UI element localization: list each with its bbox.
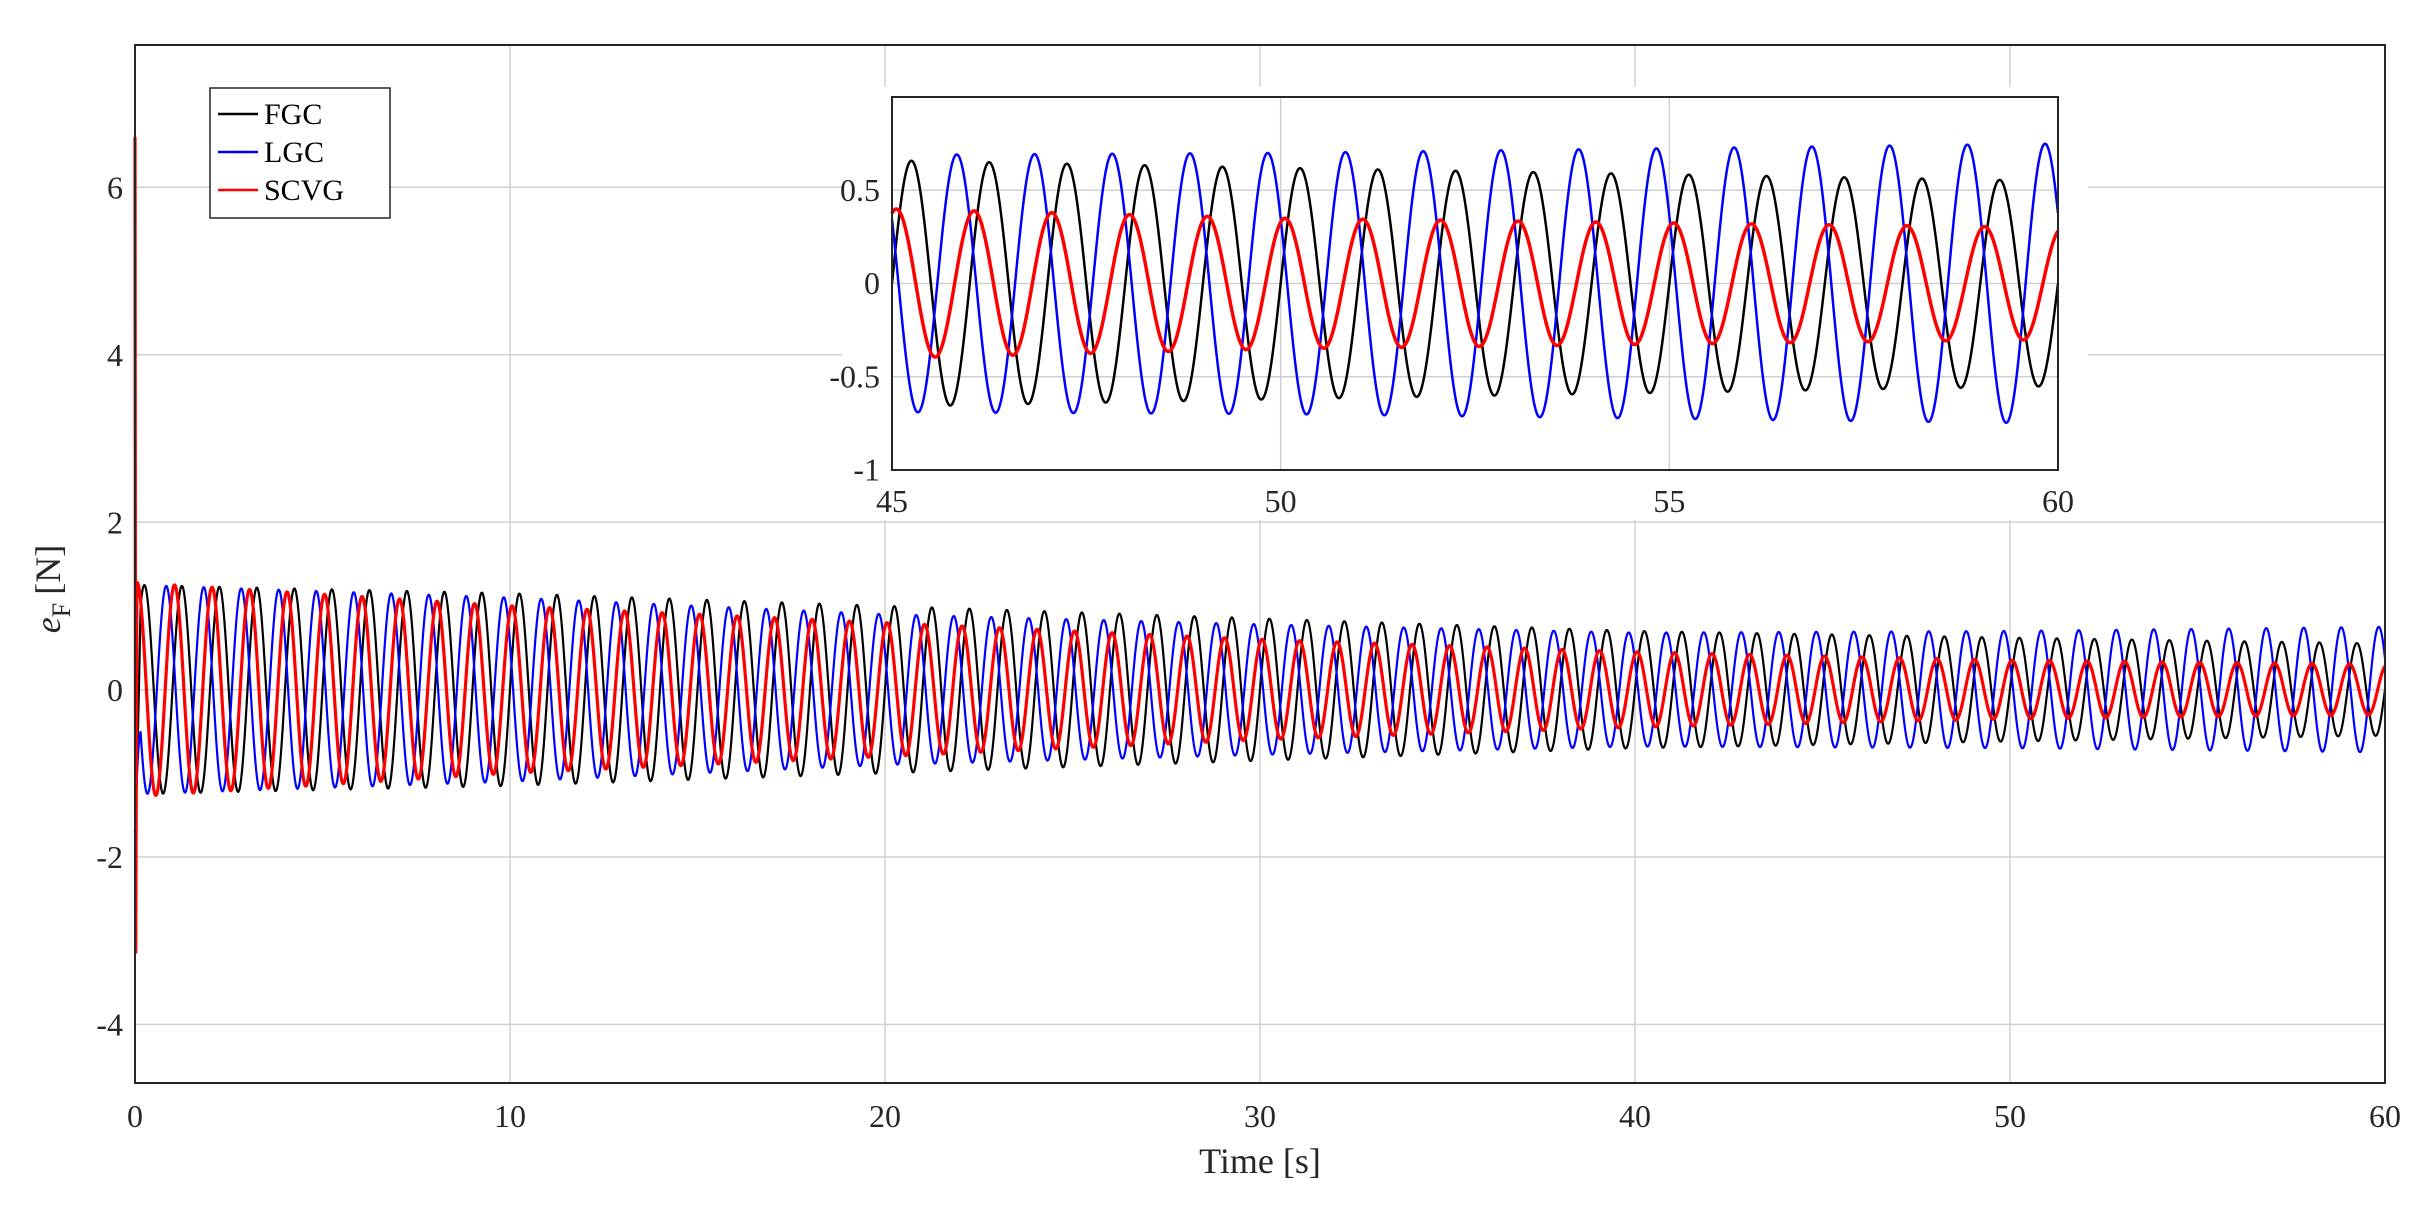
main-y-tick-label: -4 [96,1007,123,1043]
main-y-tick-label: 0 [107,672,123,708]
main-y-tick-label: 4 [107,337,123,373]
inset-x-tick-label: 55 [1653,483,1685,519]
main-series-fgc-line [133,584,2387,832]
inset-plot-frame [891,96,2059,471]
legend-label-fgc: FGC [264,98,322,131]
legend-label-lgc: LGC [264,136,324,169]
inset-y-tick-label: -0.5 [829,358,880,394]
y-axis-label-unit: [N] [28,545,68,595]
inset-y-tick-label: 0 [864,265,880,301]
main-y-tick-label: 2 [107,504,123,540]
legend: FGC LGC SCVG [209,87,391,219]
inset-tick-labels: 45 50 55 60 -1 -0.5 0 0.5 [829,172,2074,519]
main-x-tick-label: 10 [494,1098,526,1134]
inset-y-tick-label: -1 [853,452,880,488]
inset-x-tick-label: 60 [2042,483,2074,519]
main-plot: 0 10 20 30 40 50 60 -4 -2 0 2 4 6 Time [s] eF [N] [28,44,2401,1181]
inset-x-tick-label: 45 [876,483,908,519]
main-y-tick-label: -2 [96,839,123,875]
main-y-tick-label: 6 [107,170,123,206]
inset-series-fgc-line [890,159,2060,407]
main-x-tick-label: 50 [1994,1098,2026,1134]
main-plot-frame [134,44,2386,1084]
main-x-tick-label: 40 [1619,1098,1651,1134]
main-x-tick-label: 30 [1244,1098,1276,1134]
y-axis-label-symbol: e [28,617,68,633]
main-tick-labels: 0 10 20 30 40 50 60 -4 -2 0 2 4 6 [96,170,2401,1134]
legend-label-scvg: SCVG [264,174,344,207]
main-x-tick-label: 60 [2369,1098,2401,1134]
x-axis-label: Time [s] [1199,1141,1321,1181]
main-x-tick-label: 0 [127,1098,143,1134]
y-axis-label: eF [N] [28,545,76,633]
main-x-tick-label: 20 [869,1098,901,1134]
inset-plot: 45 50 55 60 -1 -0.5 0 0.5 [829,87,2088,520]
main-series-scvg-line [133,137,2387,954]
inset-series-group [890,142,2060,424]
main-series-group [133,137,2387,954]
y-axis-label-subscript: F [47,603,76,617]
inset-x-tick-label: 50 [1265,483,1297,519]
inset-series-scvg-line [890,207,2060,359]
inset-y-tick-label: 0.5 [840,172,880,208]
